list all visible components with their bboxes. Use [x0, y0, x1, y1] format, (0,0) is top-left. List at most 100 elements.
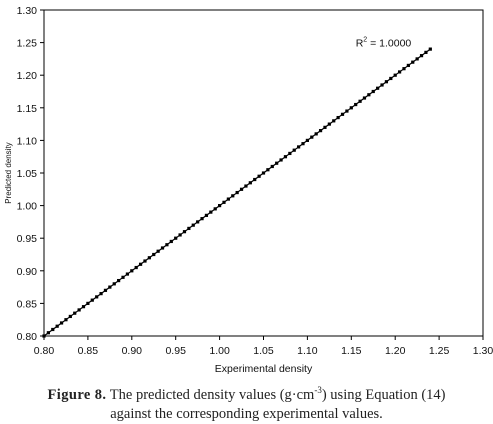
data-points: [42, 47, 432, 338]
x-axis: 0.80 0.85 0.90 0.95 1.00 1.05 1.10 1.15 1.20 1.25…: [34, 336, 493, 357]
data-point: [411, 60, 415, 64]
chart-area: 0.80 0.85 0.90 0.95 1.00 1.05 1.10 1.15 1.20 1.25…: [4, 5, 493, 375]
x-tick-label: 1.25: [429, 345, 450, 357]
data-point: [222, 200, 226, 204]
y-tick-label: 1.20: [17, 70, 38, 82]
caption-text-2: ) using Equation (14): [321, 386, 446, 403]
data-point: [209, 210, 213, 214]
data-point: [86, 301, 90, 305]
data-point: [226, 197, 230, 201]
data-point: [143, 259, 147, 263]
data-point: [77, 308, 81, 312]
x-tick-label: 1.00: [209, 345, 230, 357]
data-point: [95, 295, 99, 299]
data-point: [261, 171, 266, 175]
y-tick-label: 0.90: [17, 266, 38, 278]
x-tick-label: 1.15: [341, 345, 362, 357]
data-point: [297, 145, 301, 149]
y-axis: 0.80 0.85 0.90 0.95 1.00 1.05 1.10 1.15 1.20 1.25…: [17, 5, 44, 343]
data-point: [68, 314, 72, 319]
data-point: [204, 213, 209, 217]
r-squared-prefix: R: [356, 38, 364, 50]
data-point: [318, 129, 323, 133]
x-tick-label: 1.20: [385, 345, 406, 357]
data-point: [64, 318, 68, 322]
data-point: [248, 181, 252, 185]
y-tick-label: 1.10: [17, 135, 38, 147]
data-point: [73, 311, 77, 315]
data-point: [419, 54, 424, 58]
y-tick-label: 0.85: [17, 298, 38, 310]
data-point: [279, 158, 283, 162]
data-point: [371, 89, 375, 94]
caption-text-1: The predicted density values (g·cm: [106, 386, 315, 403]
x-tick-label: 1.10: [297, 345, 318, 357]
data-point: [310, 135, 314, 139]
data-point: [235, 190, 239, 195]
r-squared-value: = 1.0000: [367, 38, 411, 50]
data-point: [406, 63, 410, 68]
data-point: [125, 272, 130, 276]
data-point: [239, 187, 244, 191]
data-point: [147, 256, 151, 260]
data-point: [253, 177, 257, 182]
r-squared-superscript: 2: [363, 37, 367, 44]
data-point: [376, 86, 380, 90]
data-point: [51, 327, 55, 332]
data-point: [42, 334, 46, 338]
data-point: [362, 96, 367, 100]
data-point: [213, 207, 217, 211]
data-point: [288, 151, 292, 156]
data-point: [354, 102, 358, 107]
x-tick-label: 0.95: [165, 345, 186, 357]
x-tick-label: 1.05: [253, 345, 274, 357]
data-point: [59, 321, 64, 325]
data-point: [323, 125, 327, 129]
x-tick-label: 0.90: [122, 345, 143, 357]
data-point: [134, 265, 138, 270]
data-point: [266, 168, 270, 172]
y-tick-label: 1.30: [17, 5, 38, 17]
data-point: [187, 226, 191, 231]
y-tick-label: 1.05: [17, 168, 38, 180]
data-point: [367, 93, 371, 97]
data-point: [165, 243, 169, 247]
data-point: [90, 298, 94, 302]
data-point: [257, 174, 261, 178]
data-point: [332, 119, 336, 123]
data-point: [424, 50, 428, 54]
y-tick-label: 0.80: [17, 331, 38, 343]
data-point: [301, 142, 305, 146]
data-point: [244, 184, 248, 188]
caption-line-1: Figure 8. The predicted density values (…: [0, 381, 493, 405]
data-point: [130, 269, 134, 273]
data-point: [81, 305, 86, 309]
data-point: [349, 106, 353, 110]
data-point: [152, 252, 156, 257]
y-axis-title: Predicted density: [4, 142, 13, 203]
data-point: [402, 67, 406, 71]
data-point: [340, 112, 345, 116]
data-point: [305, 138, 309, 142]
y-tick-label: 1.00: [17, 201, 38, 213]
data-point: [103, 288, 108, 292]
data-point: [138, 262, 143, 266]
data-point: [327, 122, 331, 126]
data-point: [178, 233, 182, 237]
data-point: [275, 161, 279, 165]
data-point: [415, 57, 419, 61]
data-point: [292, 148, 296, 152]
data-point: [55, 324, 59, 328]
data-point: [231, 194, 235, 198]
data-point: [191, 223, 195, 227]
data-point: [108, 285, 112, 289]
data-point: [283, 155, 288, 159]
data-point: [358, 99, 362, 103]
y-tick-label: 0.95: [17, 233, 38, 245]
data-point: [182, 230, 187, 234]
data-point: [270, 164, 274, 169]
data-point: [112, 282, 116, 286]
data-point: [428, 47, 432, 51]
data-point: [393, 73, 397, 77]
data-point: [156, 249, 160, 253]
